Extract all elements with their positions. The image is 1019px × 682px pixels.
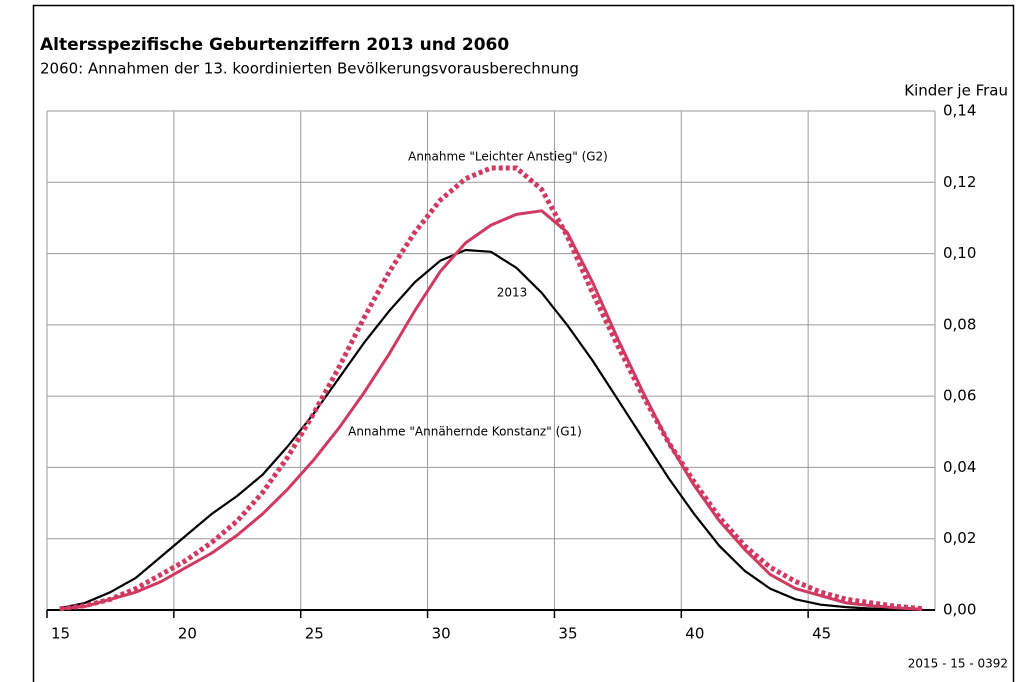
chart-subtitle: 2060: Annahmen der 13. koordinierten Bev… — [40, 60, 579, 78]
y-tick-label: 0,06 — [943, 387, 976, 405]
series-line — [59, 209, 923, 611]
x-tick-label: 30 — [432, 625, 451, 643]
x-tick-label: 40 — [685, 625, 704, 643]
y-tick-label: 0,12 — [943, 173, 976, 191]
y-tick-label: 0,02 — [943, 529, 976, 547]
source: 2015 - 15 - 0392 — [908, 657, 1008, 671]
series-label: Annahme "Annähernde Konstanz" (G1) — [348, 425, 582, 439]
x-tick-label: 25 — [305, 625, 324, 643]
x-tick-label: 15 — [51, 625, 70, 643]
y-tick-label: 0,08 — [943, 315, 976, 333]
x-tick-label: 20 — [178, 625, 197, 643]
frame — [32, 4, 1015, 682]
series-line — [59, 165, 923, 612]
y-axis-label: Kinder je Frau — [904, 82, 1008, 100]
y-tick-label: 0,10 — [943, 244, 976, 262]
y-tick-label: 0,00 — [943, 601, 976, 619]
series-line — [59, 248, 923, 611]
y-tick-label: 0,14 — [943, 102, 976, 120]
y-tick-label: 0,04 — [943, 458, 976, 476]
series-label: Annahme "Leichter Anstieg" (G2) — [408, 150, 608, 164]
x-tick-label: 45 — [812, 625, 831, 643]
chart-title: Altersspezifische Geburtenziffern 2013 u… — [40, 35, 509, 55]
series-label: 2013 — [497, 286, 528, 300]
x-tick-label: 35 — [558, 625, 577, 643]
